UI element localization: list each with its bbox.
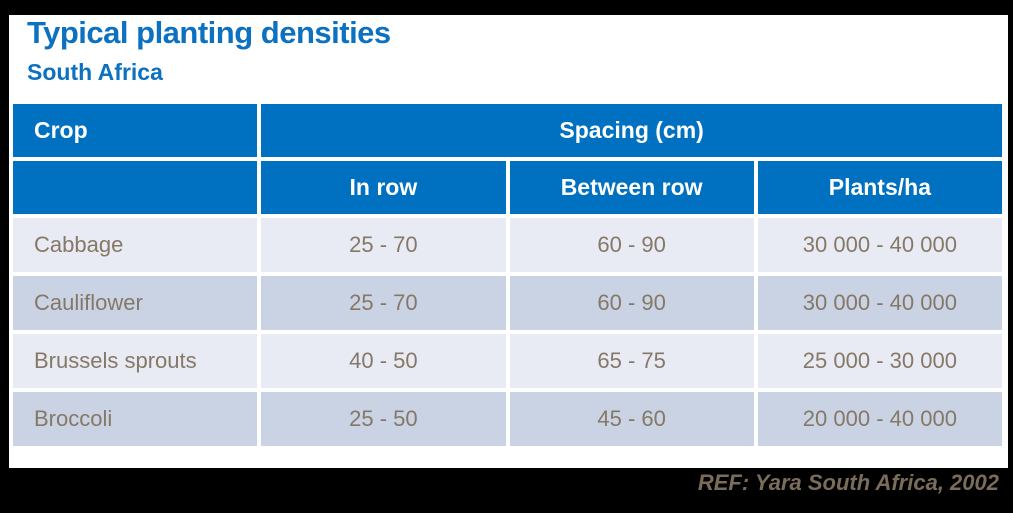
reference-citation: REF: Yara South Africa, 2002 [697, 470, 999, 495]
page-subtitle: South Africa [27, 59, 163, 85]
crop-name-cell: Brussels sprouts [13, 334, 258, 388]
plants-ha-cell: 20 000 - 40 000 [757, 392, 1002, 446]
in-row-cell: 25 - 70 [261, 218, 506, 272]
between-row-cell: 60 - 90 [509, 218, 754, 272]
page-title: Typical planting densities [27, 15, 391, 50]
plants-ha-cell: 25 000 - 30 000 [757, 334, 1002, 388]
between-row-cell: 60 - 90 [509, 276, 754, 330]
in-row-cell: 40 - 50 [261, 334, 506, 388]
plants-ha-cell: 30 000 - 40 000 [757, 276, 1002, 330]
table-row: Cabbage 25 - 70 60 - 90 30 000 - 40 000 [13, 218, 1002, 272]
slide-content-area: Typical planting densities South Africa … [9, 15, 1008, 468]
in-row-cell: 25 - 70 [261, 276, 506, 330]
table-row: Brussels sprouts 40 - 50 65 - 75 25 000 … [13, 334, 1002, 388]
crop-name-cell: Broccoli [13, 392, 258, 446]
column-header-plants-ha: Plants/ha [757, 161, 1002, 214]
column-header-crop: Crop [13, 104, 258, 157]
column-header-in-row: In row [261, 161, 506, 214]
table-header-row-group: Crop Spacing (cm) [13, 104, 1002, 157]
plants-ha-cell: 30 000 - 40 000 [757, 218, 1002, 272]
column-header-empty [13, 161, 258, 214]
column-group-header-spacing: Spacing (cm) [261, 104, 1002, 157]
table-row: Cauliflower 25 - 70 60 - 90 30 000 - 40 … [13, 276, 1002, 330]
crop-name-cell: Cabbage [13, 218, 258, 272]
table-row: Broccoli 25 - 50 45 - 60 20 000 - 40 000 [13, 392, 1002, 446]
between-row-cell: 45 - 60 [509, 392, 754, 446]
in-row-cell: 25 - 50 [261, 392, 506, 446]
planting-densities-table: Crop Spacing (cm) In row Between row Pla… [9, 100, 1006, 450]
table-header-row-sub: In row Between row Plants/ha [13, 161, 1002, 214]
column-header-between-row: Between row [509, 161, 754, 214]
between-row-cell: 65 - 75 [509, 334, 754, 388]
crop-name-cell: Cauliflower [13, 276, 258, 330]
